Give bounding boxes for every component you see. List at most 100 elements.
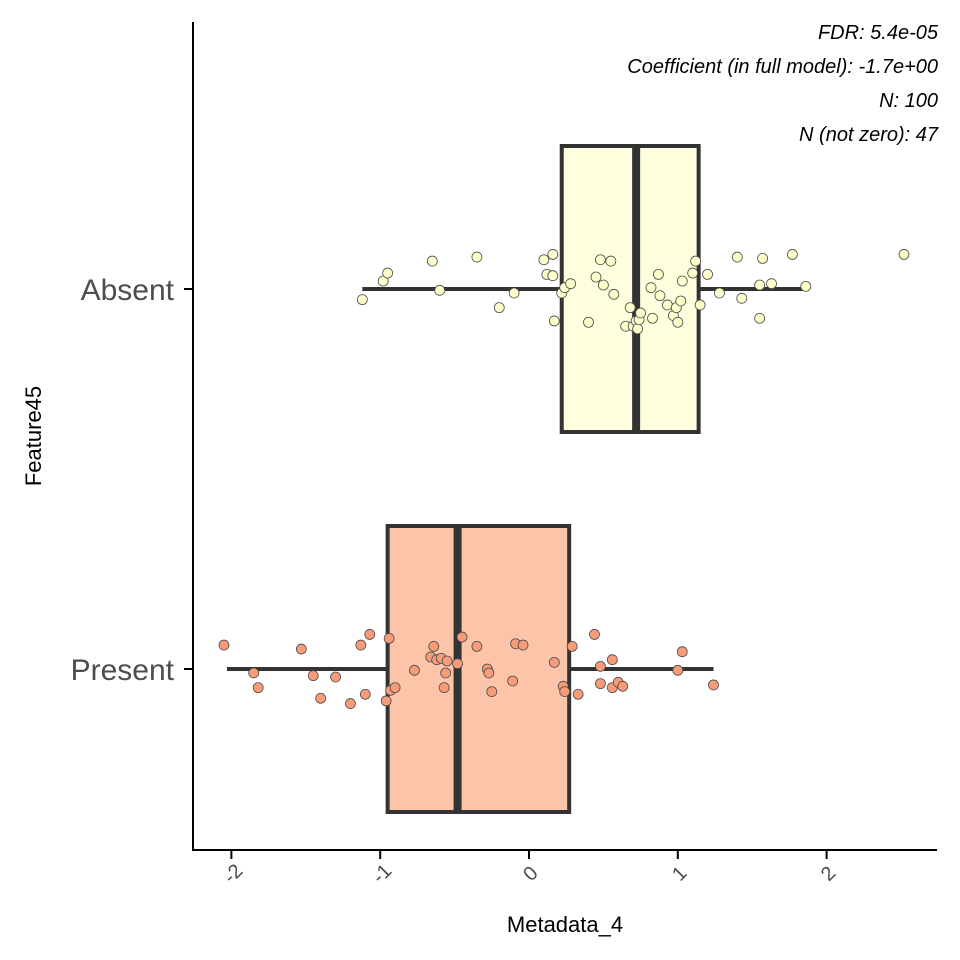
annotations: FDR: 5.4e-05 Coefficient (in full model)… [627,22,939,146]
data-point [624,302,636,314]
plot-area [218,144,910,814]
data-point [572,688,584,700]
x-tick-label: 0 [519,862,542,885]
data-point [507,675,519,687]
data-point [754,312,766,324]
data-point [356,294,368,306]
data-point [389,682,401,694]
data-point [608,288,620,300]
data-point [315,692,327,704]
data-point [345,698,356,709]
data-point [589,629,600,640]
data-point [428,640,440,652]
data-point [694,299,706,311]
data-point [383,633,395,644]
data-point [714,287,725,299]
data-point [471,640,483,652]
data-point [590,271,602,283]
group-present [218,524,719,814]
y-tick-label: Present [71,654,175,687]
data-point [565,278,577,290]
data-point [517,639,529,651]
data-point [508,287,520,299]
data-point [606,654,618,666]
data-point [440,667,452,679]
data-point [708,679,719,691]
data-point [438,682,450,694]
data-point [471,251,483,263]
data-point [548,656,560,668]
y-axis-label: Feature45 [21,386,46,486]
data-point [731,251,743,263]
data-point [441,655,453,667]
data-point [380,695,392,707]
data-point [359,688,371,700]
data-point [483,667,495,679]
annotation-coefficient: Coefficient (in full model): -1.7e+00 [627,56,938,78]
data-point [676,275,688,287]
data-point [645,282,657,294]
annotation-fdr: FDR: 5.4e-05 [818,22,939,44]
x-ticks: -2 -1 0 1 2 [219,850,840,888]
data-point [754,279,766,291]
x-tick-label: -2 [219,860,247,888]
data-point [566,640,578,652]
data-point [248,667,260,679]
data-point [654,290,666,302]
box-absent [559,144,701,434]
data-point [766,278,777,290]
data-point [252,682,264,694]
data-point [672,316,684,328]
data-point [595,660,606,672]
data-point [605,255,617,267]
data-point [547,249,559,260]
data-point [538,254,550,266]
data-point [661,299,673,311]
data-point [559,686,571,698]
data-point [676,646,688,658]
data-point [595,254,606,266]
data-point [786,249,798,260]
data-point [307,670,319,682]
data-point [632,323,644,335]
data-point [364,629,376,640]
data-point [330,671,341,683]
data-point [617,680,629,692]
data-point [800,280,812,292]
x-tick-label: 2 [817,862,840,885]
y-ticks: Absent Present [71,274,193,687]
data-point [218,639,230,651]
data-point [635,307,646,319]
data-point [702,268,713,280]
data-point [426,255,438,267]
annotation-n: N: 100 [879,90,938,112]
data-point [687,267,699,279]
x-axis-label: Metadata_4 [507,912,623,937]
data-point [690,255,702,267]
points-present [218,629,719,709]
group-absent [356,144,910,434]
data-point [355,639,367,651]
x-tick-label: 1 [668,862,691,885]
data-point [548,315,560,327]
data-point [583,316,594,328]
data-point [493,302,505,314]
data-point [898,249,910,260]
data-point [736,292,748,304]
data-point [653,268,664,280]
data-point [452,658,463,670]
y-tick-label: Absent [81,274,175,307]
data-point [595,678,606,690]
x-tick-label: -1 [368,860,396,888]
data-point [382,267,394,279]
data-point [672,664,684,676]
data-point [547,270,559,282]
data-point [434,284,446,296]
data-point [675,295,687,307]
data-point [456,631,468,643]
data-point [409,664,420,676]
annotation-n-not-zero: N (not zero): 47 [799,124,939,146]
data-point [486,686,498,698]
data-point [757,253,769,264]
